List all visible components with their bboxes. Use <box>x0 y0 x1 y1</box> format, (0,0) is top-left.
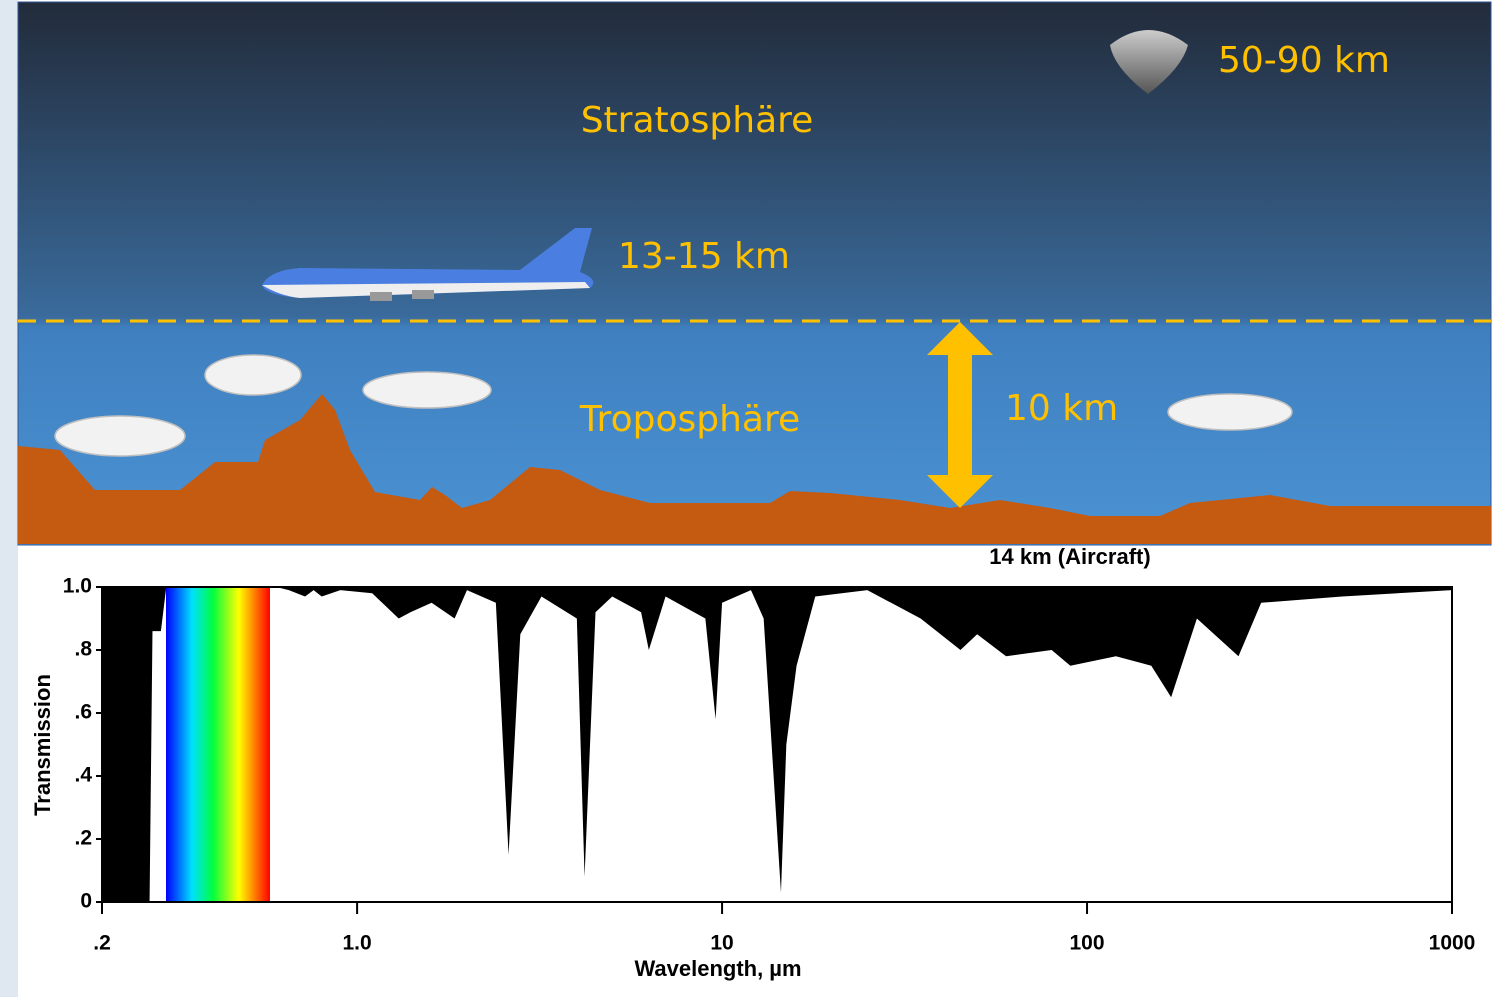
x-tick-label: 10 <box>710 932 733 955</box>
y-axis-label: Transmission <box>30 674 55 816</box>
y-tick-label: .8 <box>74 638 92 661</box>
x-tick-label: .2 <box>93 932 111 955</box>
label: Troposphäre <box>579 399 800 440</box>
y-tick-label: .6 <box>74 701 92 724</box>
y-tick-label: 1.0 <box>63 575 92 598</box>
x-tick-label: 1.0 <box>342 932 371 955</box>
label: 50-90 km <box>1218 40 1390 81</box>
page: Stratosphäre 50-90 km 13-15 km Troposphä… <box>0 0 1493 997</box>
visible-band <box>166 587 270 902</box>
absorption-area <box>102 587 1452 902</box>
backdrop <box>0 0 18 997</box>
y-tick-label: .2 <box>74 827 92 850</box>
x-tick-label: 100 <box>1070 932 1105 955</box>
x-axis-label: Wavelength, µm <box>634 956 801 981</box>
y-tick-label: .4 <box>74 764 92 787</box>
x-tick-label: 1000 <box>1429 932 1476 955</box>
label: 13-15 km <box>618 236 790 277</box>
label: 10 km <box>1005 388 1118 429</box>
chart-title: 14 km (Aircraft) <box>989 544 1150 569</box>
label: Stratosphäre <box>581 100 814 141</box>
y-tick-label: 0 <box>80 890 92 913</box>
